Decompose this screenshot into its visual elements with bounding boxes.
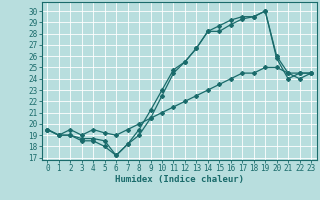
X-axis label: Humidex (Indice chaleur): Humidex (Indice chaleur) — [115, 175, 244, 184]
